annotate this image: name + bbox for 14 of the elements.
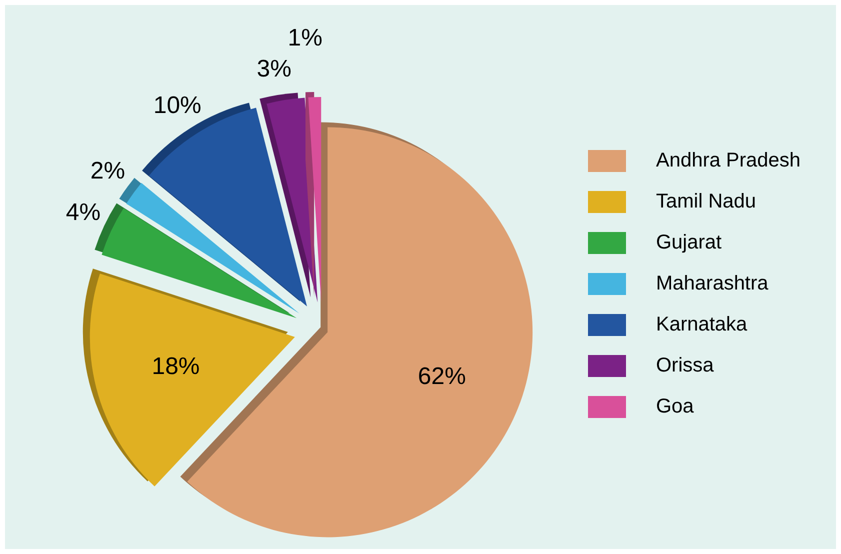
legend-label: Gujarat — [656, 231, 722, 254]
legend-label: Tamil Nadu — [656, 190, 756, 212]
data-label: 3% — [256, 55, 292, 82]
legend-label: Goa — [656, 395, 695, 418]
legend-label: Andhra Pradesh — [656, 149, 801, 172]
data-label: 18% — [152, 352, 200, 380]
legend-label: Orissa — [656, 354, 715, 376]
data-label: 1% — [288, 24, 322, 52]
data-label: 62% — [418, 362, 466, 390]
data-label: 10% — [153, 92, 202, 120]
legend-label: Maharashtra — [656, 272, 770, 294]
legend-label: Karnataka — [656, 313, 748, 336]
data-label: 2% — [90, 157, 126, 184]
data-label: 4% — [66, 198, 101, 226]
